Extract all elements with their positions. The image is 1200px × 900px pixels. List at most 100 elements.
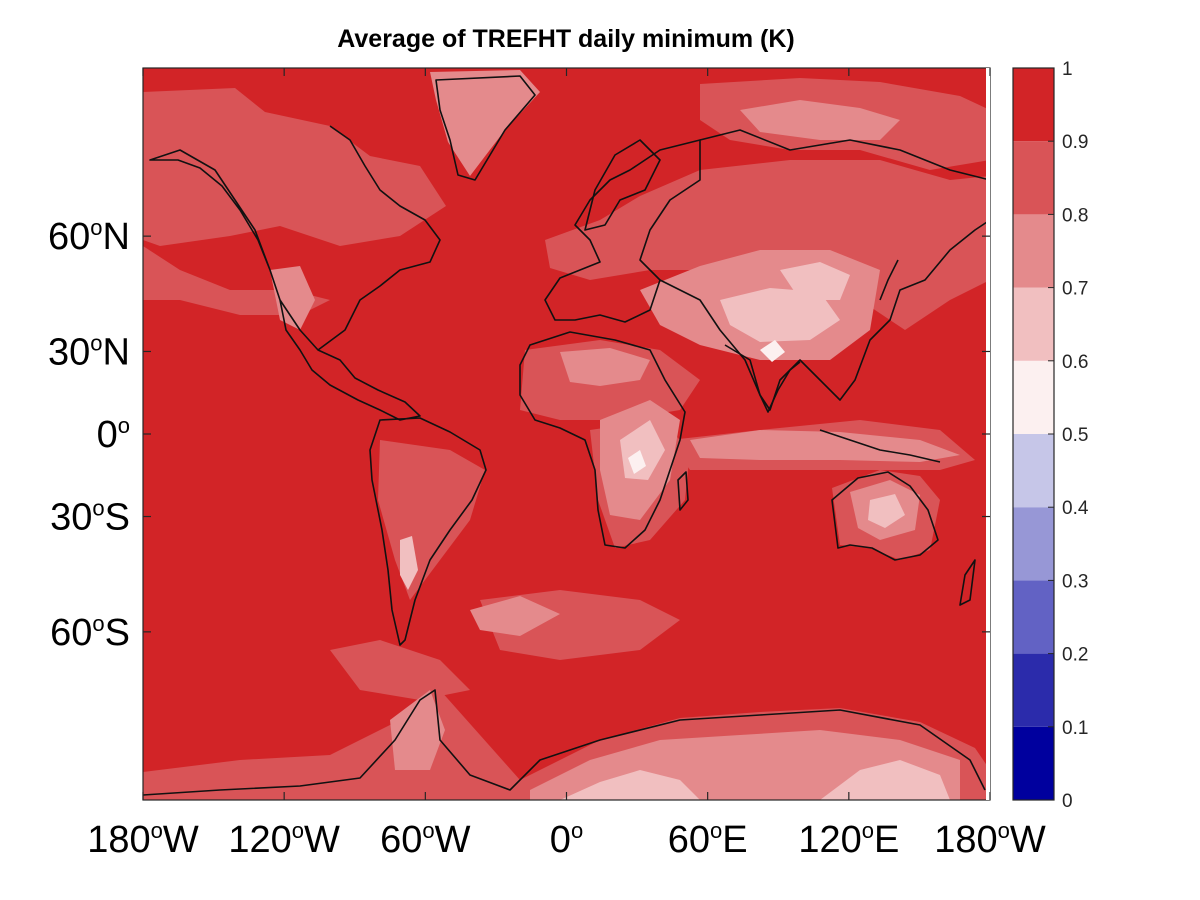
y-tick-hemisphere: S	[105, 497, 130, 539]
zone-eurasia-north	[545, 160, 990, 330]
map-panel	[142, 67, 991, 801]
colorbar-tick-label: 0	[1062, 791, 1073, 812]
y-tick-degree: o	[90, 330, 102, 355]
y-tick-hemisphere: S	[105, 612, 130, 654]
colorbar-swatch	[1013, 141, 1054, 215]
x-tick-degree: o	[998, 818, 1010, 843]
x-tick-label: 60oW	[380, 818, 471, 861]
x-tick-label: 180oW	[87, 818, 199, 861]
x-axis-labels: 180oW 120oW 60oW 0o 60oE 120oE 180oW	[87, 818, 1046, 861]
coast-scandinavia	[584, 139, 661, 231]
axis-tick-marks	[142, 68, 991, 800]
coast-india	[724, 344, 801, 413]
zone-greenland	[430, 70, 540, 176]
x-tick-hemisphere: W	[435, 819, 471, 861]
y-tick-degree: o	[92, 496, 104, 521]
zone-antarctica-core	[560, 770, 700, 800]
zone-andes	[400, 536, 418, 590]
y-tick-degree: o	[118, 413, 130, 438]
x-tick-hemisphere: W	[163, 819, 199, 861]
y-tick-degree: o	[90, 215, 102, 240]
x-tick-number: 180	[934, 819, 997, 861]
y-tick-number: 30	[48, 331, 90, 373]
x-tick-number: 120	[228, 819, 291, 861]
coast-greenland	[435, 75, 536, 181]
colorbar: 0 0.1 0.2 0.3 0.4 0.5 0.6 0.7 0.8 0.9 1	[1012, 59, 1089, 812]
zone-east-africa-rift	[628, 450, 646, 474]
x-tick-label: 120oW	[228, 818, 340, 861]
y-tick-hemisphere: N	[103, 331, 130, 373]
x-tick-degree: o	[710, 818, 722, 843]
x-tick-label: 0o	[550, 818, 583, 861]
figure-title: Average of TREFHT daily minimum (K)	[337, 25, 794, 53]
colorbar-swatch	[1013, 434, 1054, 508]
colorbar-swatch	[1013, 68, 1054, 142]
colorbar-tick-label: 0.3	[1062, 571, 1088, 592]
colorbar-tick-label: 0.7	[1062, 279, 1088, 300]
zone-tropical-band	[690, 430, 960, 462]
colorbar-swatch	[1013, 726, 1054, 800]
coast-south-america	[369, 417, 487, 646]
y-tick-label: 60oN	[48, 215, 130, 258]
y-tick-number: 30	[50, 497, 92, 539]
coast-arctic-asia	[699, 129, 991, 181]
zone-australia-core	[868, 494, 905, 528]
colorbar-tick-label: 0.6	[1062, 352, 1088, 373]
y-tick-label: 30oS	[50, 496, 130, 539]
x-tick-degree: o	[292, 818, 304, 843]
x-tick-degree: o	[422, 818, 434, 843]
colorbar-swatch	[1013, 653, 1054, 727]
x-tick-hemisphere: W	[304, 819, 340, 861]
coast-north-america	[149, 149, 421, 421]
x-tick-degree: o	[571, 818, 583, 843]
colorbar-swatch	[1013, 507, 1054, 581]
zone-siberia-inner	[740, 100, 900, 140]
colorbar-swatch	[1013, 214, 1054, 288]
colorbar-tick-label: 1	[1062, 59, 1073, 80]
coast-north-america-east	[317, 125, 441, 351]
y-tick-number: 0	[97, 414, 118, 456]
colorbar-tick-label: 0.4	[1062, 498, 1089, 519]
zone-arctic-canada	[143, 88, 446, 246]
zone-na-west	[270, 266, 315, 330]
coast-africa	[519, 331, 686, 549]
y-tick-degree: o	[92, 611, 104, 636]
coast-europe	[544, 139, 701, 323]
colorbar-swatch	[1013, 580, 1054, 654]
coast-australia	[831, 471, 939, 561]
x-tick-label: 60oE	[668, 818, 748, 861]
colorbar-tick-label: 0.8	[1062, 205, 1088, 226]
colorbar-swatch	[1013, 287, 1054, 361]
x-tick-label: 180oW	[934, 818, 1046, 861]
zone-antarctic-peninsula	[330, 640, 470, 700]
y-tick-label: 60oS	[50, 611, 130, 654]
zone-himalaya	[760, 340, 785, 362]
x-tick-degree: o	[151, 818, 163, 843]
colorbar-tick-label: 0.2	[1062, 645, 1088, 666]
y-tick-number: 60	[50, 612, 92, 654]
x-tick-degree: o	[862, 818, 874, 843]
x-tick-number: 120	[798, 819, 861, 861]
zone-sahara	[560, 348, 650, 386]
value-zones	[143, 70, 990, 800]
x-tick-number: 180	[87, 819, 150, 861]
y-tick-label: 30oN	[48, 330, 130, 373]
y-tick-hemisphere: N	[103, 216, 130, 258]
y-tick-label: 0o	[97, 413, 130, 456]
coastlines	[142, 75, 991, 796]
y-tick-number: 60	[48, 216, 90, 258]
x-tick-number: 0	[550, 819, 571, 861]
colorbar-tick-label: 0.1	[1062, 718, 1088, 739]
x-tick-hemisphere: W	[1010, 819, 1046, 861]
colorbar-swatch	[1013, 360, 1054, 434]
x-tick-hemisphere: E	[874, 819, 899, 861]
x-tick-number: 60	[380, 819, 422, 861]
x-tick-hemisphere: E	[722, 819, 747, 861]
zone-mongolia	[780, 262, 850, 300]
coast-madagascar	[677, 471, 689, 511]
zone-south-ocean-patch	[470, 596, 560, 636]
x-tick-number: 60	[668, 819, 710, 861]
x-tick-label: 120oE	[798, 818, 899, 861]
